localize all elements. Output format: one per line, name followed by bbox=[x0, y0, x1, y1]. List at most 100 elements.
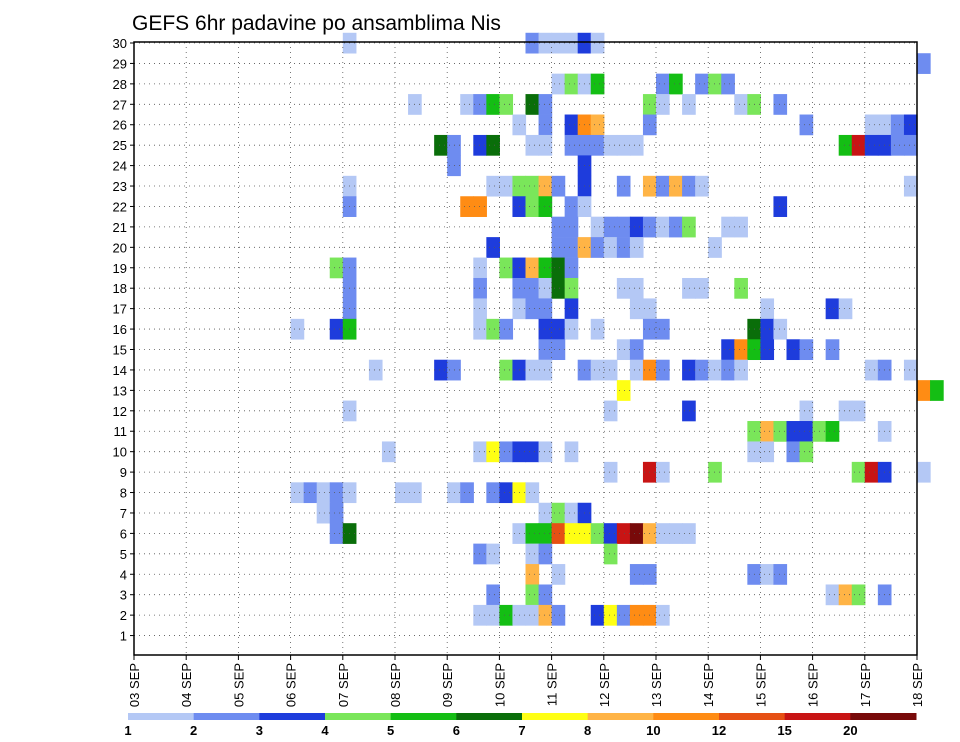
precip-cell bbox=[525, 298, 540, 320]
y-tick-label: 28 bbox=[113, 77, 127, 92]
precip-cell bbox=[525, 359, 540, 381]
plot-frame bbox=[133, 41, 918, 656]
y-tick-label: 3 bbox=[120, 588, 127, 603]
precip-cell bbox=[629, 237, 644, 258]
precip-cell bbox=[473, 134, 487, 156]
precip-cell bbox=[590, 523, 605, 544]
precip-cell bbox=[290, 318, 305, 340]
y-tick-label: 14 bbox=[113, 363, 127, 378]
precip-cell bbox=[525, 94, 540, 115]
x-tick-label: 04 SEP bbox=[179, 663, 194, 707]
precip-cell bbox=[616, 175, 631, 197]
precip-cell bbox=[656, 604, 670, 626]
precip-cell bbox=[590, 73, 605, 95]
precip-cell bbox=[760, 318, 775, 340]
precip-cell bbox=[538, 114, 553, 136]
precip-cell bbox=[564, 523, 579, 544]
y-tick-label: 22 bbox=[113, 199, 127, 214]
precip-cell bbox=[499, 94, 514, 115]
y-tick-label: 11 bbox=[114, 424, 128, 439]
y-tick-label: 1 bbox=[120, 629, 127, 644]
precip-cell bbox=[734, 277, 748, 299]
chart-title: GEFS 6hr padavine po ansamblima Nis bbox=[132, 12, 501, 35]
precip-cell bbox=[538, 543, 553, 565]
precip-cell bbox=[629, 134, 644, 156]
x-axis-ticks: 03 SEP 04 SEP 05 SEP 06 SEP 07 SEP 08 SEP 09 S… bbox=[127, 655, 925, 707]
precip-cell bbox=[486, 94, 500, 115]
precip-cell bbox=[316, 482, 331, 504]
precip-cell bbox=[538, 94, 553, 115]
y-tick-label: 13 bbox=[113, 383, 127, 398]
precip-cell bbox=[656, 216, 670, 238]
precip-cell bbox=[616, 380, 631, 401]
precip-cell bbox=[864, 114, 879, 136]
precip-cell bbox=[903, 134, 918, 156]
y-tick-label: 10 bbox=[113, 445, 127, 460]
precip-cell bbox=[473, 257, 487, 279]
precip-cell bbox=[486, 584, 500, 606]
precip-cell bbox=[564, 73, 579, 95]
y-tick-label: 30 bbox=[113, 36, 127, 51]
legend-swatch bbox=[259, 713, 326, 720]
precip-cell bbox=[838, 400, 853, 422]
precip-cell bbox=[538, 584, 553, 606]
precip-cell bbox=[930, 380, 944, 401]
precip-cell bbox=[564, 237, 579, 258]
precip-cell bbox=[564, 298, 579, 320]
legend-label: 20 bbox=[843, 723, 857, 738]
precip-cell bbox=[434, 359, 448, 381]
precip-cell bbox=[551, 257, 566, 279]
precip-cell bbox=[773, 196, 788, 217]
precip-cell bbox=[656, 175, 670, 197]
precip-cell bbox=[486, 482, 500, 504]
precip-cell bbox=[499, 604, 514, 626]
legend-swatch bbox=[522, 713, 589, 720]
precip-cell bbox=[616, 134, 631, 156]
precip-cell bbox=[890, 114, 905, 136]
y-tick-label: 19 bbox=[113, 261, 127, 276]
precip-cell bbox=[486, 441, 500, 463]
x-tick-label: 16 SEP bbox=[806, 663, 821, 707]
precip-cell bbox=[629, 604, 644, 626]
precip-cell bbox=[551, 318, 566, 340]
precip-cell bbox=[564, 318, 579, 340]
precip-cell bbox=[551, 523, 566, 544]
precip-cell bbox=[773, 421, 788, 442]
precip-cell bbox=[682, 523, 696, 544]
precip-cell bbox=[734, 216, 748, 238]
precip-cell bbox=[525, 564, 540, 585]
precip-cell bbox=[629, 216, 644, 238]
precip-cell bbox=[564, 502, 579, 524]
legend-swatch bbox=[784, 713, 851, 720]
precip-cell bbox=[538, 298, 553, 320]
precip-cell bbox=[329, 523, 344, 544]
color-legend: 1 2 3 4 5 6 7 8 10 12 15 20 bbox=[124, 713, 917, 738]
precip-cell bbox=[629, 564, 644, 585]
precip-cell bbox=[682, 216, 696, 238]
precip-cell bbox=[851, 461, 866, 483]
precip-cell bbox=[486, 318, 500, 340]
precip-cell bbox=[525, 604, 540, 626]
precip-cell bbox=[551, 237, 566, 258]
precip-cell bbox=[656, 461, 670, 483]
precip-cell bbox=[525, 482, 540, 504]
precip-cell bbox=[368, 359, 383, 381]
precip-cell bbox=[473, 318, 487, 340]
precip-cell bbox=[499, 359, 514, 381]
precip-cell bbox=[825, 584, 840, 606]
precip-cell bbox=[551, 175, 566, 197]
precip-cell bbox=[864, 359, 879, 381]
precip-cell bbox=[682, 359, 696, 381]
precip-cell bbox=[629, 298, 644, 320]
precip-cell bbox=[799, 400, 814, 422]
precip-cell bbox=[460, 482, 474, 504]
legend-swatch bbox=[719, 713, 786, 720]
precip-cell bbox=[708, 237, 722, 258]
precip-cell bbox=[551, 502, 566, 524]
precip-cell bbox=[669, 175, 683, 197]
precip-cell bbox=[551, 216, 566, 238]
precip-cell bbox=[538, 523, 553, 544]
precip-cell bbox=[486, 543, 500, 565]
precip-cell bbox=[564, 196, 579, 217]
legend-swatch bbox=[325, 713, 392, 720]
